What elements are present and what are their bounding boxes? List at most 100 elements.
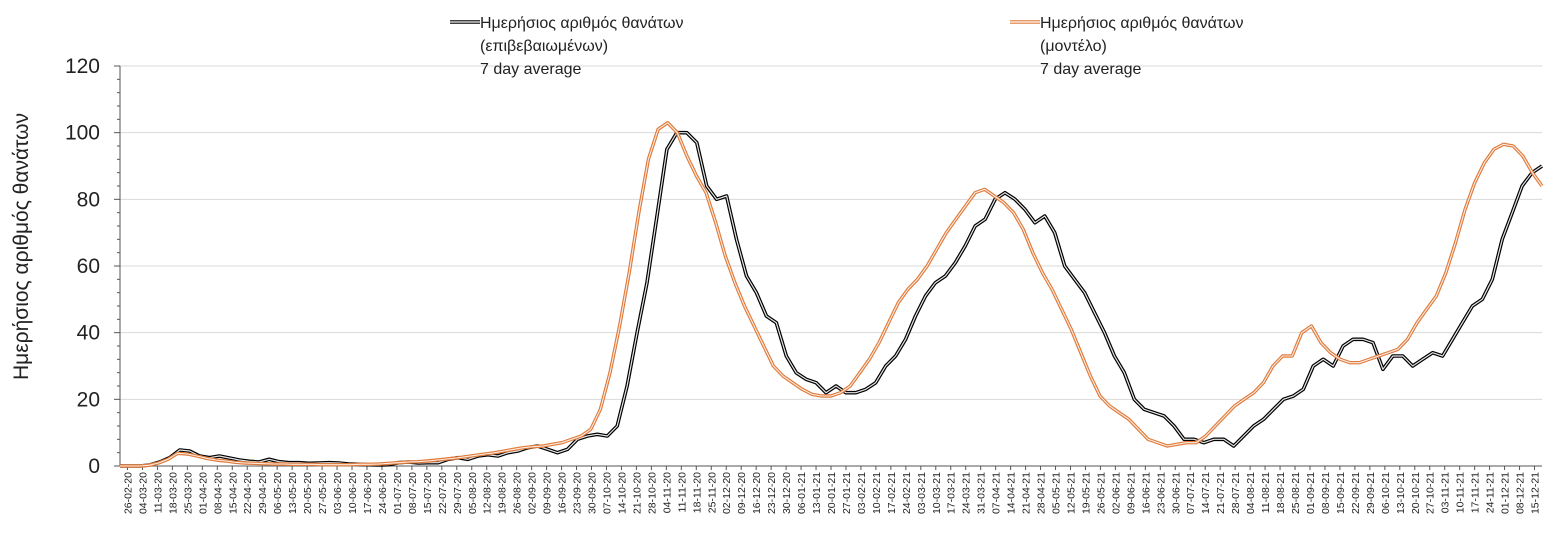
x-tick-label: 14-04-21 [1006,472,1018,514]
x-tick-label: 12-05-21 [1065,472,1077,514]
x-tick-label: 27-10-21 [1425,472,1437,514]
x-tick-label: 07-04-21 [991,472,1003,514]
x-tick-label: 01-12-21 [1500,472,1512,514]
x-tick-label: 13-05-20 [287,472,299,514]
y-tick-label: 80 [77,188,100,211]
x-tick-label: 22-09-21 [1350,472,1362,514]
x-tick-label: 18-03-20 [167,472,179,514]
x-tick-label: 20-05-20 [302,472,314,514]
x-tick-label: 10-03-21 [931,472,943,514]
x-tick-label: 20-01-21 [826,472,838,514]
x-tick-label: 11-11-20 [676,472,688,513]
x-tick-label: 29-04-20 [257,472,269,514]
x-tick-label: 04-11-20 [661,472,673,513]
x-tick-label: 04-03-20 [137,472,149,514]
x-tick-label: 16-06-21 [1140,472,1152,514]
x-tick-label: 22-04-20 [242,472,254,514]
x-tick-label: 25-03-20 [182,472,194,514]
x-tick-label: 01-04-20 [197,472,209,514]
legend-line: (μοντέλο) [1040,38,1107,55]
y-tick-label: 20 [77,388,100,411]
x-tick-label: 06-10-21 [1380,472,1392,514]
x-tick-label: 03-11-21 [1440,472,1452,513]
x-tick-label: 09-06-21 [1125,472,1137,514]
x-tick-label: 20-10-21 [1410,472,1422,514]
x-tick-label: 30-09-20 [587,472,599,514]
x-tick-label: 01-07-20 [392,472,404,514]
x-tick-label: 15-04-20 [227,472,239,514]
x-tick-label: 23-09-20 [572,472,584,514]
legend-line: Ημερήσιος αριθμός θανάτων [480,15,684,32]
x-tick-label: 02-06-21 [1110,472,1122,514]
x-tick-label: 18-08-21 [1275,472,1287,514]
x-tick-label: 27-01-21 [841,472,853,514]
x-tick-label: 07-07-21 [1185,472,1197,514]
series-line-0-outer [120,130,1544,468]
x-tick-label: 24-02-21 [901,472,913,514]
x-tick-label: 28-10-20 [646,472,658,514]
x-tick-label: 24-03-21 [961,472,973,514]
x-tick-label: 08-12-21 [1515,472,1527,514]
x-tick-label: 24-06-20 [377,472,389,514]
legend-entry-confirmed: Ημερήσιος αριθμός θανάτων (επιβεβαιωμένω… [480,12,683,81]
x-tick-label: 21-07-21 [1215,472,1227,514]
x-tick-label: 11-08-21 [1260,472,1272,513]
x-tick-label: 26-05-21 [1095,472,1107,514]
x-tick-label: 21-04-21 [1021,472,1033,514]
x-tick-label: 26-02-20 [122,472,134,514]
x-tick-label: 11-03-20 [152,472,164,513]
x-tick-label: 10-06-20 [347,472,359,514]
x-tick-label: 10-02-21 [871,472,883,514]
x-tick-label: 02-09-20 [527,472,539,514]
x-tick-label: 21-10-20 [631,472,643,514]
legend-line: 7 day average [1040,61,1142,78]
x-tick-label: 29-07-20 [452,472,464,514]
x-tick-label: 22-07-20 [437,472,449,514]
x-tick-label: 01-09-21 [1305,472,1317,514]
x-tick-label: 07-10-20 [601,472,613,514]
y-tick-label: 120 [65,55,100,78]
x-tick-label: 16-09-20 [557,472,569,514]
series-line-1-inner [120,122,1543,467]
x-tick-label: 30-06-21 [1170,472,1182,514]
x-tick-label: 25-11-20 [706,472,718,513]
legend-entry-model: Ημερήσιος αριθμός θανάτων (μοντέλο) 7 da… [1040,12,1243,81]
legend-line: Ημερήσιος αριθμός θανάτων [1040,15,1244,32]
x-tick-label: 03-02-21 [856,472,868,514]
x-tick-label: 08-04-20 [212,472,224,514]
y-tick-label: 100 [65,122,100,145]
x-tick-label: 14-07-21 [1200,472,1212,514]
x-tick-label: 18-11-20 [691,472,703,513]
x-tick-label: 15-07-20 [422,472,434,514]
x-tick-label: 13-10-21 [1395,472,1407,514]
x-tick-label: 14-10-20 [616,472,628,514]
y-axis-label: Ημερήσιος αριθμός θανάτων [10,112,33,380]
x-tick-label: 10-11-21 [1455,472,1467,513]
x-tick-label: 08-07-20 [407,472,419,514]
x-tick-label: 17-06-20 [362,472,374,514]
x-tick-label: 19-05-21 [1080,472,1092,514]
x-tick-label: 30-12-20 [781,472,793,514]
y-tick-label: 0 [88,455,100,478]
x-tick-label: 15-12-21 [1530,472,1542,514]
x-tick-label: 25-08-21 [1290,472,1302,514]
x-tick-label: 05-08-20 [467,472,479,514]
x-tick-label: 12-08-20 [482,472,494,514]
x-tick-label: 13-01-21 [811,472,823,514]
x-tick-label: 24-11-21 [1485,472,1497,513]
x-tick-label: 05-05-21 [1051,472,1063,514]
x-tick-label: 03-03-21 [916,472,928,514]
series-line-0-inner [120,132,1543,467]
x-tick-label: 17-11-21 [1470,472,1482,513]
x-tick-label: 06-01-21 [796,472,808,514]
legend-line: 7 day average [480,61,582,78]
x-tick-label: 09-12-20 [736,472,748,514]
x-tick-label: 02-12-20 [721,472,733,514]
x-tick-label: 27-05-20 [317,472,329,514]
x-tick-label: 23-06-21 [1155,472,1167,514]
y-tick-label: 40 [77,322,100,345]
x-tick-label: 29-09-21 [1365,472,1377,514]
x-tick-label: 08-09-21 [1320,472,1332,514]
x-tick-label: 16-12-20 [751,472,763,514]
